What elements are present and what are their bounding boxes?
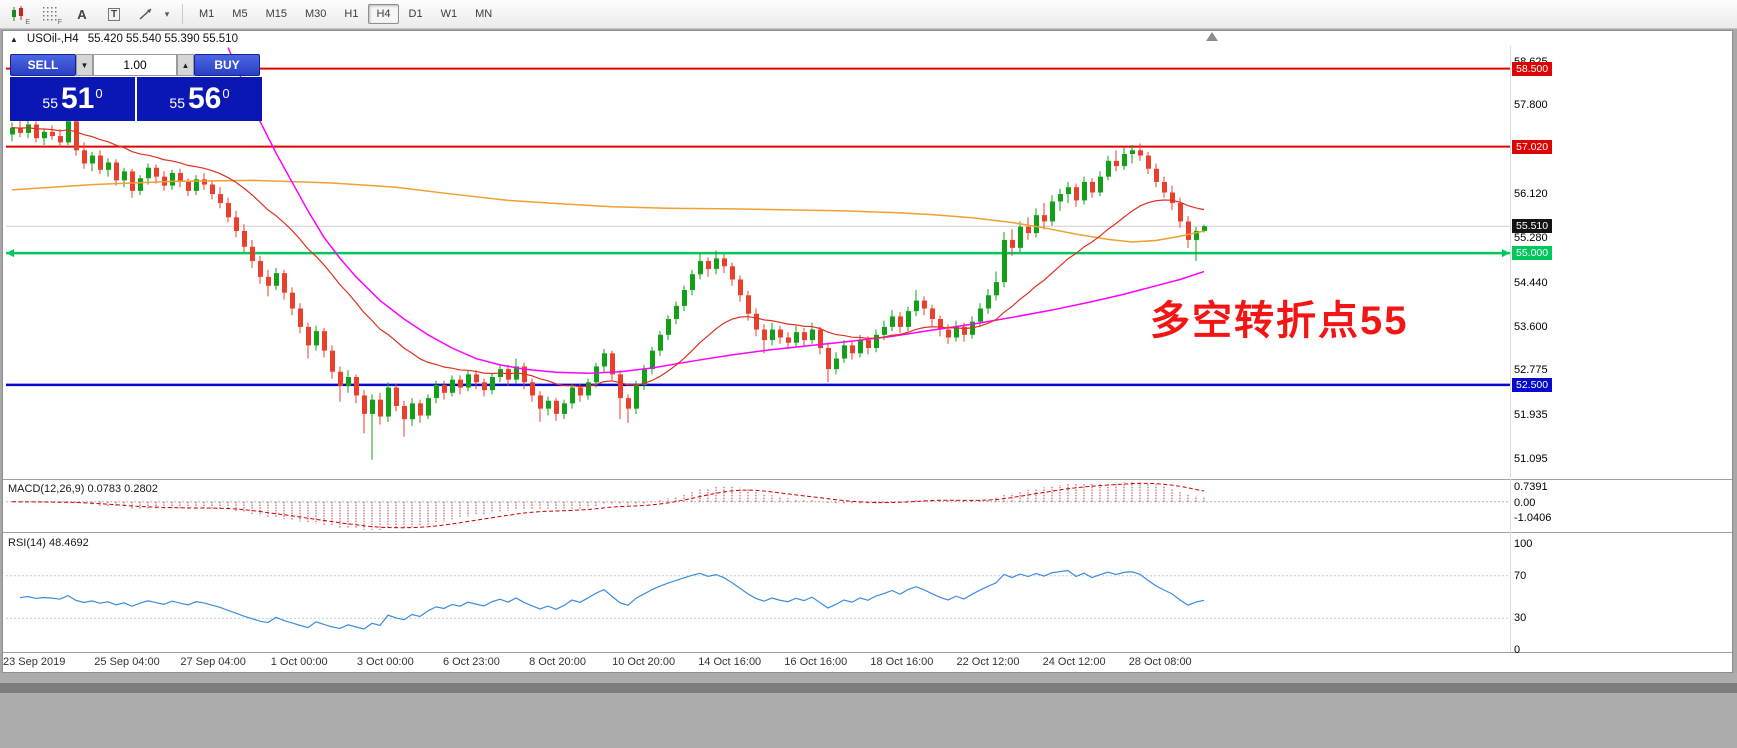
support-line-55000-left-handle[interactable] xyxy=(6,249,14,258)
timeframe-button-M15[interactable]: M15 xyxy=(265,8,287,20)
ma-orange-line xyxy=(11,179,1205,243)
sell-button[interactable]: SELL xyxy=(10,54,76,76)
text-box-icon[interactable]: T xyxy=(100,2,128,26)
toolbar-separator xyxy=(182,4,183,24)
price-scale-label: 53.600 xyxy=(1514,320,1548,333)
time-axis-label: 27 Sep 04:00 xyxy=(180,656,246,668)
price-scale-label: 55.280 xyxy=(1514,232,1548,245)
rsi-scale-label: 70 xyxy=(1514,569,1527,582)
chart-annotation-text: 多空转折点55 xyxy=(1150,299,1409,343)
buy-price-display: 55 56 0 xyxy=(137,77,262,121)
toolbar-icon-group: E F A T ▾ xyxy=(4,2,178,26)
rsi-panel-separator[interactable] xyxy=(3,532,1732,533)
chart-header: ▲ USOil-,H4 55.420 55.540 55.390 55.510 xyxy=(10,33,238,45)
one-click-collapse-icon[interactable]: ▲ xyxy=(10,34,18,44)
timeframe-button-MN[interactable]: MN xyxy=(475,8,493,20)
sell-price-prefix: 55 xyxy=(42,95,58,111)
time-axis-label: 10 Oct 20:00 xyxy=(612,656,676,668)
ohlc-readout: 55.420 55.540 55.390 55.510 xyxy=(87,33,238,45)
bottom-window-edge xyxy=(0,683,1737,693)
time-axis-label: 16 Oct 16:00 xyxy=(784,656,848,668)
symbol-period-label: USOil-,H4 xyxy=(26,33,79,45)
price-tag-55.510: 55.510 xyxy=(1512,219,1553,234)
price-tag-55.000: 55.000 xyxy=(1512,246,1553,261)
sell-price-display: 55 51 0 xyxy=(10,77,135,121)
ma-magenta-line xyxy=(227,47,1205,375)
timeframe-button-M5[interactable]: M5 xyxy=(232,8,248,20)
buy-price-prefix: 55 xyxy=(169,95,185,111)
macd-scale-label: 0.7391 xyxy=(1514,481,1548,493)
price-scale-label: 51.935 xyxy=(1514,408,1548,421)
support-line-55000-right-handle[interactable] xyxy=(1502,249,1510,258)
rsi-scale-label: 30 xyxy=(1514,612,1527,625)
time-axis-label: 14 Oct 16:00 xyxy=(698,656,762,668)
volume-input[interactable] xyxy=(93,54,177,76)
grid-icon[interactable]: F xyxy=(36,2,64,26)
macd-indicator-label: MACD(12,26,9) 0.0783 0.2802 xyxy=(8,483,158,495)
rsi-line xyxy=(19,569,1205,630)
time-axis-label: 28 Oct 08:00 xyxy=(1128,656,1192,668)
volume-decrement-button[interactable]: ▼ xyxy=(76,54,93,76)
text-label-icon[interactable]: A xyxy=(68,2,96,26)
sell-price-tick: 0 xyxy=(95,85,103,101)
time-axis-label: 22 Oct 12:00 xyxy=(956,656,1020,668)
axis-separator xyxy=(3,652,1732,653)
time-axis-label: 18 Oct 16:00 xyxy=(870,656,934,668)
drawing-tools-caret-glyph: ▾ xyxy=(164,8,170,19)
timeframe-button-M1[interactable]: M1 xyxy=(199,8,215,20)
toolbar: E F A T ▾ M1 M5 M15 M30 H1 H4 D1 W1 MN xyxy=(0,0,1737,29)
time-axis-label: 25 Sep 04:00 xyxy=(94,656,160,668)
macd-signal-line xyxy=(11,482,1205,529)
time-axis-label: 8 Oct 20:00 xyxy=(529,656,586,668)
buy-price-tick: 0 xyxy=(222,85,230,101)
grid-icon-sub-label: F xyxy=(57,19,62,26)
price-scale-label: 51.095 xyxy=(1514,452,1548,465)
macd-panel-separator[interactable] xyxy=(3,479,1732,480)
timeframe-button-W1[interactable]: W1 xyxy=(440,8,458,20)
one-click-trade-panel: SELL ▼ ▲ BUY 55 51 0 55 56 0 xyxy=(10,54,262,121)
macd-histogram xyxy=(19,482,1205,530)
rsi-scale-label: 0 xyxy=(1514,644,1521,656)
price-scale-label: 54.440 xyxy=(1514,276,1548,289)
price-tag-52.500: 52.500 xyxy=(1512,377,1553,392)
buy-button[interactable]: BUY xyxy=(194,54,260,76)
time-axis-label: 6 Oct 23:00 xyxy=(442,656,500,668)
price-scale-label: 52.775 xyxy=(1514,364,1548,377)
candlestick-chart-icon-sub-label: E xyxy=(25,19,30,26)
timeframe-button-D1[interactable]: D1 xyxy=(408,8,423,20)
time-axis-label: 1 Oct 00:00 xyxy=(270,656,328,668)
candlestick-chart-icon[interactable]: E xyxy=(4,2,32,26)
volume-increment-button[interactable]: ▲ xyxy=(177,54,194,76)
timeframe-group: M1 M5 M15 M30 H1 H4 D1 W1 MN xyxy=(191,4,500,24)
chart-shift-marker-icon[interactable] xyxy=(1206,32,1218,41)
timeframe-button-H4[interactable]: H4 xyxy=(368,4,399,24)
trade-panel-controls: SELL ▼ ▲ BUY xyxy=(10,54,262,76)
price-tag-57.020: 57.020 xyxy=(1512,139,1553,154)
sell-price-pips: 51 xyxy=(60,82,95,115)
timeframe-button-M30[interactable]: M30 xyxy=(304,8,327,20)
macd-scale-label: 0.00 xyxy=(1514,497,1536,509)
time-axis-label: 24 Oct 12:00 xyxy=(1042,656,1106,668)
price-scale-label: 57.800 xyxy=(1514,99,1548,112)
timeframe-button-H1[interactable]: H1 xyxy=(344,8,359,20)
candlestick-series xyxy=(10,114,1207,460)
price-tag-58.500: 58.500 xyxy=(1512,61,1553,76)
price-scale-label: 56.120 xyxy=(1514,188,1548,201)
price-scale-divider xyxy=(1510,46,1511,652)
text-label-icon-glyph: A xyxy=(77,6,87,22)
chart-canvas[interactable] xyxy=(0,46,1737,653)
buy-price-pips: 56 xyxy=(187,82,222,115)
rsi-scale-label: 100 xyxy=(1514,538,1533,550)
time-axis-label: 23 Sep 2019 xyxy=(3,656,66,668)
workspace-background xyxy=(0,673,1737,748)
ma-fast-red-line xyxy=(11,127,1205,388)
drawing-tools-icon[interactable] xyxy=(132,2,160,26)
rsi-indicator-label: RSI(14) 48.4692 xyxy=(8,537,89,549)
macd-scale-label: -1.0406 xyxy=(1514,512,1552,524)
text-box-icon-glyph: T xyxy=(107,7,121,21)
trade-panel-prices: 55 51 0 55 56 0 xyxy=(10,77,262,121)
time-axis-label: 3 Oct 00:00 xyxy=(356,656,414,668)
drawing-tools-caret[interactable]: ▾ xyxy=(160,2,174,26)
